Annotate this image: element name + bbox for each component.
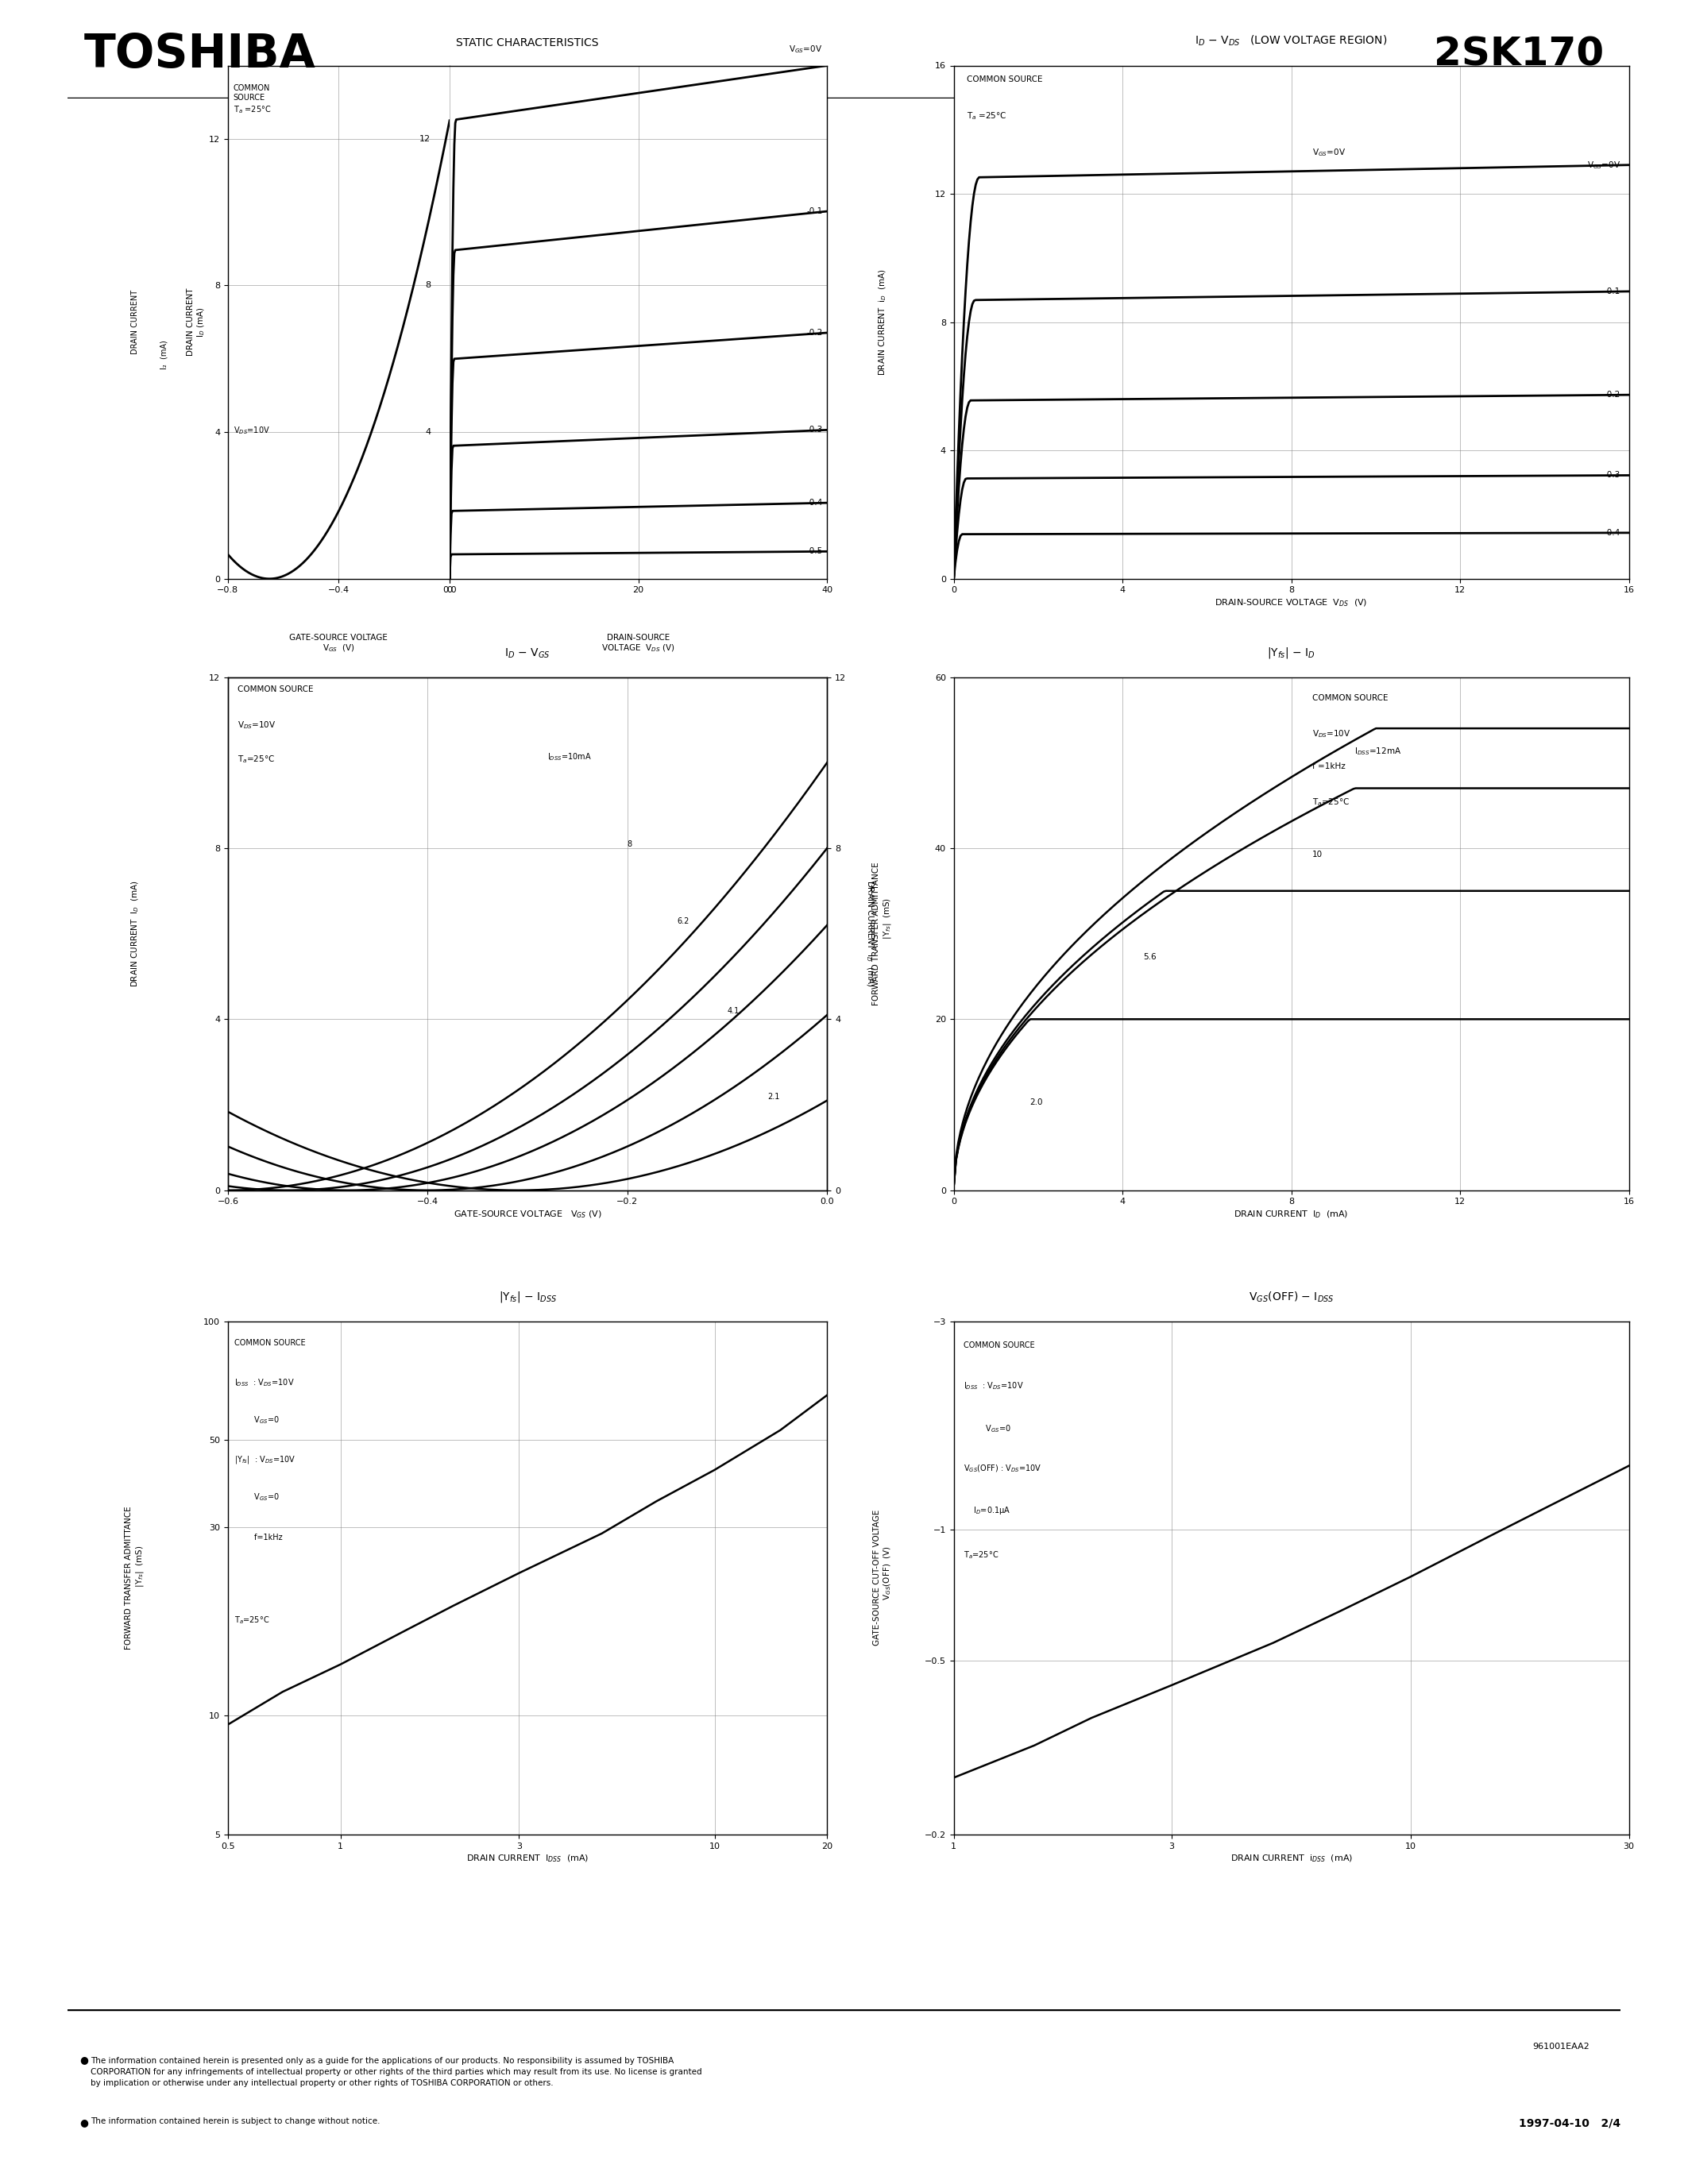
Text: COMMON
SOURCE
T$_a$ =25°C: COMMON SOURCE T$_a$ =25°C [233, 83, 272, 116]
Text: T$_a$=25°C: T$_a$=25°C [235, 1616, 270, 1627]
Y-axis label: DRAIN CURRENT
I$_D$ (mA): DRAIN CURRENT I$_D$ (mA) [186, 288, 206, 356]
Text: -0.2: -0.2 [1604, 391, 1620, 400]
Text: 6.2: 6.2 [677, 917, 689, 926]
Text: f=1kHz: f=1kHz [235, 1533, 282, 1542]
Text: DRAIN CURRENT  I$_D$  (mA): DRAIN CURRENT I$_D$ (mA) [130, 880, 140, 987]
Text: I$_{DSS}$=10mA: I$_{DSS}$=10mA [547, 751, 592, 762]
Text: -0.1: -0.1 [807, 207, 822, 216]
Text: I$_{DSS}$  : V$_{DS}$=10V: I$_{DSS}$ : V$_{DS}$=10V [964, 1380, 1023, 1391]
Text: T$_a$=25°C: T$_a$=25°C [238, 753, 275, 764]
Text: 4.1: 4.1 [728, 1007, 739, 1016]
Text: TOSHIBA: TOSHIBA [84, 33, 316, 76]
Text: V$_{GS}$=0V: V$_{GS}$=0V [1313, 146, 1345, 159]
Text: V$_{GS}$=0: V$_{GS}$=0 [235, 1492, 280, 1503]
X-axis label: DRAIN CURRENT  i$_{DSS}$  (mA): DRAIN CURRENT i$_{DSS}$ (mA) [1231, 1854, 1352, 1865]
Text: I$_{DSS}$=12mA: I$_{DSS}$=12mA [1354, 747, 1401, 758]
Text: |Y$_{fs}$| − I$_{DSS}$: |Y$_{fs}$| − I$_{DSS}$ [498, 1289, 557, 1304]
Text: I$_{DSS}$  : V$_{DS}$=10V: I$_{DSS}$ : V$_{DS}$=10V [235, 1378, 294, 1389]
Text: 5.6: 5.6 [1144, 952, 1156, 961]
Text: V$_{GS}$(OFF) : V$_{DS}$=10V: V$_{GS}$(OFF) : V$_{DS}$=10V [964, 1463, 1041, 1474]
Text: -0.1: -0.1 [1604, 288, 1620, 295]
Text: GATE-SOURCE VOLTAGE
V$_{GS}$  (V): GATE-SOURCE VOLTAGE V$_{GS}$ (V) [290, 633, 388, 653]
Text: -0.5: -0.5 [807, 548, 822, 555]
X-axis label: GATE-SOURCE VOLTAGE   V$_{GS}$ (V): GATE-SOURCE VOLTAGE V$_{GS}$ (V) [454, 1210, 601, 1221]
Text: T$_a$ =25°C: T$_a$ =25°C [966, 111, 1006, 122]
Text: V$_{GS}$=0: V$_{GS}$=0 [964, 1424, 1011, 1435]
Text: GATE-SOURCE CUT-OFF VOLTAGE
    V$_{GS}$(OFF)  (V): GATE-SOURCE CUT-OFF VOLTAGE V$_{GS}$(OFF… [873, 1509, 893, 1647]
Text: I$_D$ − V$_{DS}$   (LOW VOLTAGE REGION): I$_D$ − V$_{DS}$ (LOW VOLTAGE REGION) [1195, 35, 1388, 48]
Text: 2.0: 2.0 [1030, 1099, 1043, 1107]
Text: 4: 4 [425, 428, 430, 437]
Text: -0.3: -0.3 [807, 426, 822, 435]
Text: 8: 8 [425, 282, 430, 290]
Text: DRAIN CURRENT  I$_D$  (mA): DRAIN CURRENT I$_D$ (mA) [864, 880, 874, 987]
Text: COMMON SOURCE: COMMON SOURCE [238, 686, 314, 695]
Text: T$_a$=25°C: T$_a$=25°C [964, 1548, 999, 1559]
Text: I₂  (mA): I₂ (mA) [160, 341, 167, 369]
X-axis label: DRAIN CURRENT  I$_{DSS}$  (mA): DRAIN CURRENT I$_{DSS}$ (mA) [466, 1854, 589, 1865]
X-axis label: DRAIN CURRENT  I$_D$  (mA): DRAIN CURRENT I$_D$ (mA) [1234, 1210, 1349, 1221]
Text: I$_D$=0.1μA: I$_D$=0.1μA [964, 1505, 1011, 1516]
Text: -0.4: -0.4 [1604, 529, 1620, 537]
Text: FORWARD TRANSFER ADMITTANCE
         |Y$_{fs}$|  (mS): FORWARD TRANSFER ADMITTANCE |Y$_{fs}$| (… [125, 1507, 145, 1649]
Text: 12: 12 [420, 135, 430, 142]
Text: 8: 8 [628, 841, 633, 847]
Text: V$_{GS}$=0V: V$_{GS}$=0V [788, 44, 822, 55]
Text: DRAIN CURRENT: DRAIN CURRENT [132, 290, 138, 354]
Text: f =1kHz: f =1kHz [1313, 762, 1345, 771]
Text: FORWARD TRANSFER ADMITTANCE
            |Y$_{fs}$|  (mS): FORWARD TRANSFER ADMITTANCE |Y$_{fs}$| (… [873, 863, 893, 1005]
Text: COMMON SOURCE: COMMON SOURCE [966, 74, 1041, 83]
Text: V$_{DS}$=10V: V$_{DS}$=10V [233, 424, 270, 437]
X-axis label: DRAIN-SOURCE VOLTAGE  V$_{DS}$  (V): DRAIN-SOURCE VOLTAGE V$_{DS}$ (V) [1215, 598, 1367, 609]
Text: DRAIN-SOURCE
VOLTAGE  V$_{DS}$ (V): DRAIN-SOURCE VOLTAGE V$_{DS}$ (V) [601, 633, 675, 653]
Text: V$_{DS}$=10V: V$_{DS}$=10V [1313, 729, 1350, 740]
Text: T$_a$=25°C: T$_a$=25°C [1313, 797, 1350, 808]
Text: STATIC CHARACTERISTICS: STATIC CHARACTERISTICS [456, 37, 599, 48]
Text: 2SK170: 2SK170 [1433, 35, 1604, 74]
Text: V$_{GS}$=0V: V$_{GS}$=0V [1587, 159, 1620, 170]
Text: V$_{GS}$=0: V$_{GS}$=0 [235, 1415, 280, 1426]
Text: COMMON SOURCE: COMMON SOURCE [235, 1339, 306, 1348]
Text: The information contained herein is presented only as a guide for the applicatio: The information contained herein is pres… [91, 2057, 702, 2088]
Text: -0.2: -0.2 [807, 330, 822, 336]
Text: 10: 10 [1313, 850, 1323, 858]
Text: V$_{GS}$(OFF) − I$_{DSS}$: V$_{GS}$(OFF) − I$_{DSS}$ [1249, 1291, 1334, 1304]
Text: DRAIN CURRENT  i$_D$  (mA): DRAIN CURRENT i$_D$ (mA) [878, 269, 888, 376]
Text: -0.4: -0.4 [807, 498, 822, 507]
Text: COMMON SOURCE: COMMON SOURCE [1313, 695, 1388, 701]
Text: I$_D$ − V$_{GS}$: I$_D$ − V$_{GS}$ [505, 646, 550, 660]
Text: ●: ● [79, 2055, 88, 2066]
Text: The information contained herein is subject to change without notice.: The information contained herein is subj… [91, 2118, 380, 2125]
Text: -0.3: -0.3 [1604, 472, 1620, 478]
Text: 1997-04-10   2/4: 1997-04-10 2/4 [1519, 2118, 1620, 2129]
Text: 2.1: 2.1 [766, 1092, 780, 1101]
Text: COMMON SOURCE: COMMON SOURCE [964, 1341, 1035, 1350]
Text: 961001EAA2: 961001EAA2 [1533, 2042, 1590, 2051]
Text: |Y$_{fs}$|  : V$_{DS}$=10V: |Y$_{fs}$| : V$_{DS}$=10V [235, 1455, 295, 1465]
Text: ●: ● [79, 2118, 88, 2127]
Text: V$_{DS}$=10V: V$_{DS}$=10V [238, 721, 277, 732]
Text: |Y$_{fs}$| − I$_D$: |Y$_{fs}$| − I$_D$ [1268, 644, 1315, 660]
